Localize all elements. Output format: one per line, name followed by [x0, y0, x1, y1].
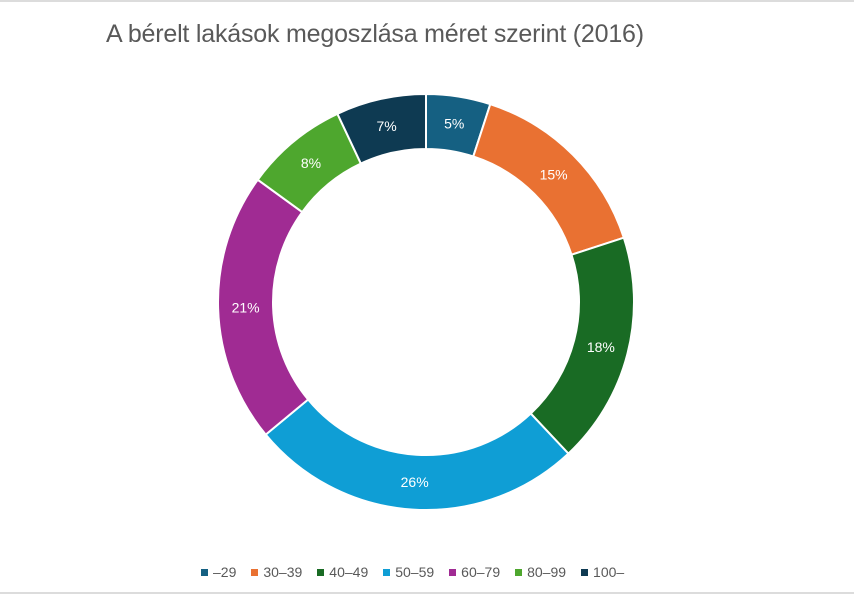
- donut-slice-7: [336, 92, 427, 165]
- slice-value-label: 7%: [377, 118, 397, 134]
- slice-value-label: 21%: [232, 300, 260, 316]
- legend-marker-icon: [251, 568, 259, 576]
- donut-slice-3: [529, 236, 635, 456]
- legend-label: 60–79: [461, 564, 501, 580]
- donut-slice-4: [264, 398, 570, 511]
- legend-label: 30–39: [263, 564, 303, 580]
- legend-marker-icon: [317, 568, 325, 576]
- legend-marker-icon: [449, 568, 457, 576]
- slice-value-label: 8%: [301, 155, 321, 171]
- legend-item: 50–59: [383, 564, 434, 580]
- legend-item: 100–: [581, 564, 624, 580]
- legend-label: 40–49: [329, 564, 369, 580]
- slice-value-label: 15%: [540, 166, 568, 182]
- legend-item: 60–79: [449, 564, 500, 580]
- legend-label: 80–99: [527, 564, 567, 580]
- legend-item: 30–39: [251, 564, 302, 580]
- legend-marker-icon: [515, 568, 523, 576]
- legend-item: 40–49: [317, 564, 368, 580]
- legend-item: –29: [201, 564, 236, 580]
- chart-title: A bérelt lakások megoszlása méret szerin…: [106, 20, 644, 48]
- donut-labels: 5% 15% 18% 26% 21% 8% 7%: [232, 116, 615, 490]
- donut-slices: [217, 92, 635, 511]
- legend-marker-icon: [581, 568, 589, 576]
- legend-item: 80–99: [515, 564, 566, 580]
- legend-label: 50–59: [395, 564, 435, 580]
- legend-marker-icon: [383, 568, 391, 576]
- frame-top-border: [0, 0, 854, 2]
- slice-value-label: 18%: [587, 339, 615, 355]
- slice-value-label: 26%: [401, 474, 429, 490]
- legend-label: 100–: [593, 564, 625, 580]
- slice-value-label: 5%: [444, 116, 464, 132]
- legend-label: –29: [213, 564, 237, 580]
- frame-bottom-border: [0, 592, 854, 594]
- chart-legend: –29 30–39 40–49 50–59 60–79 80–99 100–: [201, 563, 639, 581]
- legend-marker-icon: [201, 568, 208, 576]
